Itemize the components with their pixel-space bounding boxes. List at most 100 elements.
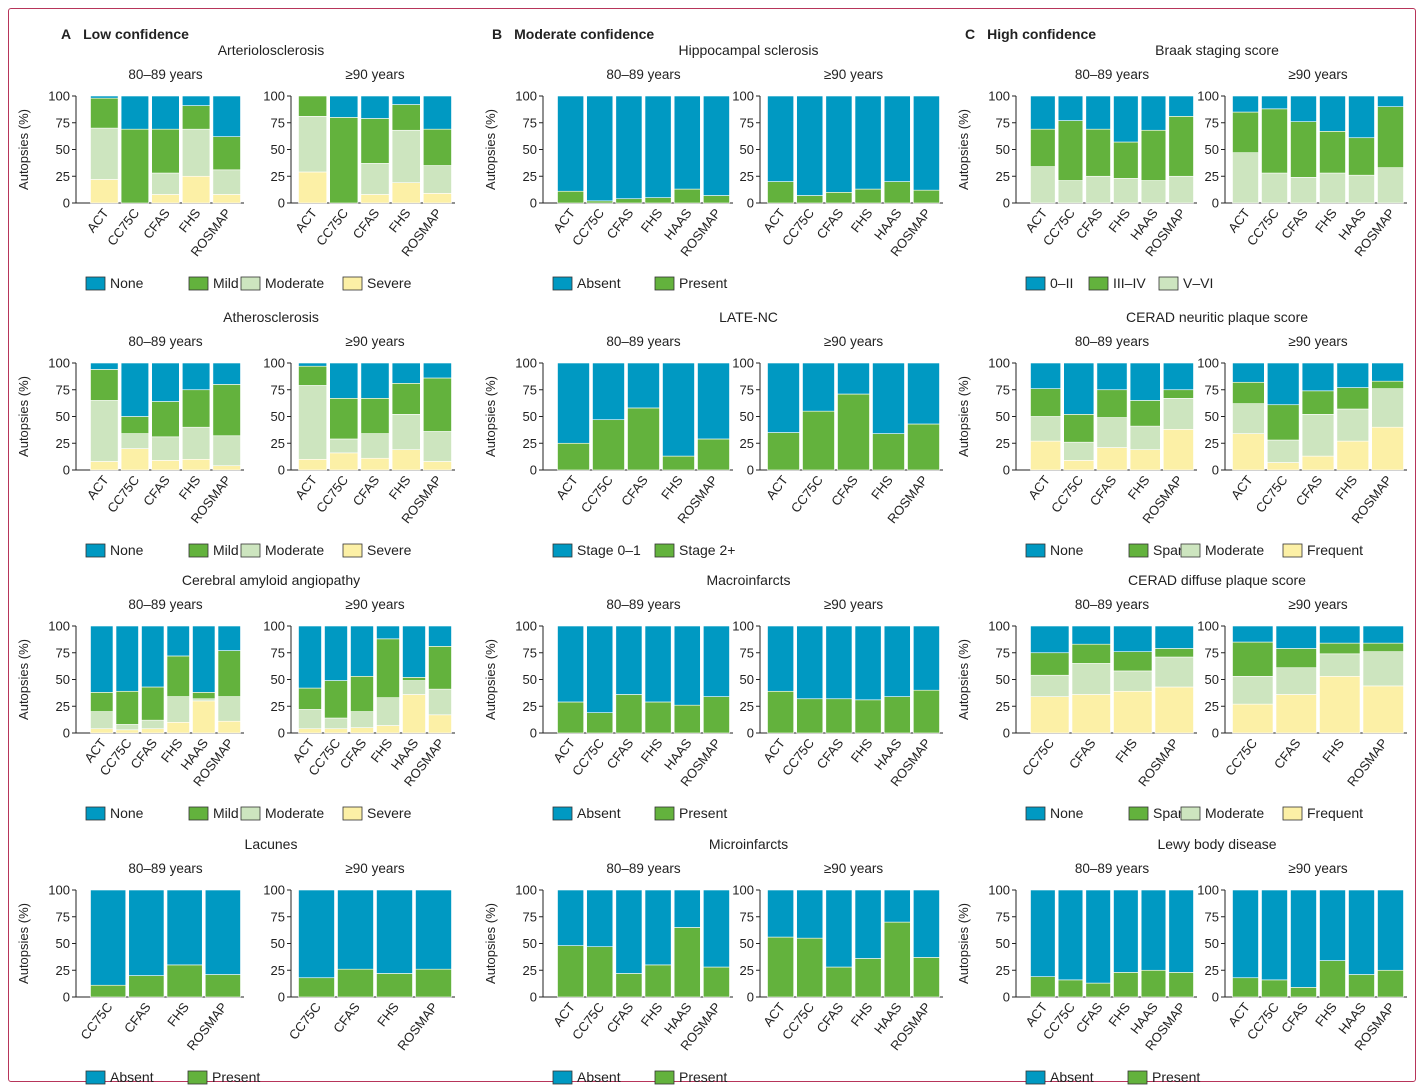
x-category-label: CC75C — [286, 1000, 324, 1043]
legend-swatch — [654, 276, 675, 291]
legend-swatch — [85, 806, 106, 821]
y-tick-label: 0 — [747, 990, 754, 1005]
legend-swatch — [1282, 806, 1303, 821]
bar-segment-fhs-frequent — [1129, 449, 1161, 471]
x-category-label: ROSMAP — [1344, 736, 1391, 790]
chart-braak-staging-score: Braak staging score Autopsies (%) 80–89 ye… — [956, 42, 1407, 291]
bar-segment-cfas-frequent — [1301, 455, 1335, 471]
bar-segment-cfas-vvi — [1085, 175, 1111, 204]
y-tick-label: 0 — [1212, 196, 1219, 211]
y-tick-label: 75 — [1205, 115, 1219, 130]
bar-segment-cfas-absent — [615, 625, 643, 695]
bar-segment-cc75c-present — [586, 200, 614, 204]
y-tick-label: 25 — [996, 436, 1010, 451]
bar-segment-fhs-present — [644, 964, 672, 998]
bar-segment-haas-moderate — [192, 698, 216, 702]
bar-segment-cfas-absent — [1085, 889, 1111, 984]
bar-segment-rosmap-stage2 — [697, 438, 730, 471]
bar-segment-haas-absent — [673, 95, 701, 190]
bar-segment-cc75c-stage01 — [802, 362, 835, 412]
legend-swatch — [1128, 543, 1149, 558]
bar-segment-cfas-stage2 — [837, 393, 870, 471]
y-tick-label: 0 — [63, 463, 70, 478]
bar-segment-act-absent — [557, 625, 584, 703]
bar-segment-cfas-moderate — [151, 436, 180, 461]
bar-segment-cfas-none — [1071, 625, 1111, 645]
y-tick-label: 0 — [747, 463, 754, 478]
chart-title: Macroinfarcts — [706, 572, 790, 588]
y-tick-label: 100 — [48, 89, 70, 104]
chart-title: Braak staging score — [1155, 42, 1279, 58]
y-tick-label: 100 — [515, 356, 537, 371]
bar-segment-cfas-0ii — [1085, 95, 1111, 130]
legend-label: Stage 0–1 — [577, 542, 641, 558]
x-category-label: ACT — [1225, 206, 1253, 236]
bar-segment-rosmap-sparse — [1163, 389, 1194, 399]
bar-segment-rosmap-moderate — [212, 435, 241, 467]
bar-segment-act-absent — [557, 95, 584, 192]
x-category-label: CC75C — [1244, 206, 1282, 249]
y-tick-label: 75 — [523, 909, 537, 924]
y-axis-label: Autopsies (%) — [16, 376, 31, 457]
bar-segment-cc75c-present — [796, 698, 824, 734]
bar-segment-fhs-sparse — [1113, 651, 1153, 672]
y-axis-label: Autopsies (%) — [483, 903, 498, 984]
bar-segment-cc75c-none — [120, 95, 149, 130]
bar-segment-cfas-severe — [350, 727, 374, 734]
bar-segment-fhs-mild — [166, 655, 190, 697]
bar-segment-fhs-severe — [376, 725, 400, 734]
legend-label: Present — [1152, 1069, 1200, 1085]
age-group-label: 80–89 years — [128, 861, 203, 876]
bar-segment-cc75c-frequent — [1030, 696, 1070, 734]
y-tick-label: 50 — [523, 672, 537, 687]
chart-title: CERAD neuritic plaque score — [1126, 309, 1308, 325]
bar-segment-cfas-iiiiv — [1085, 128, 1111, 177]
bar-segment-fhs-stage2 — [662, 455, 695, 471]
bar-segment-cfas-none — [151, 95, 180, 130]
bar-segment-rosmap-0ii — [1168, 95, 1194, 117]
legend-swatch — [188, 806, 209, 821]
bar-segment-fhs-absent — [644, 625, 672, 703]
x-category-label: CFAS — [1066, 735, 1099, 771]
age-group-label: ≥90 years — [345, 334, 404, 349]
legend-swatch — [1282, 543, 1303, 558]
bar-segment-act-moderate — [298, 385, 328, 460]
bar-segment-fhs-frequent — [1113, 690, 1153, 734]
y-tick-label: 25 — [56, 436, 70, 451]
legend-swatch — [187, 1070, 208, 1085]
x-category-label: CFAS — [140, 205, 173, 241]
bar-segment-fhs-none — [391, 362, 421, 384]
bar-segment-rosmap-sparse — [1154, 648, 1194, 658]
bar-segment-cc75c-sparse — [1030, 652, 1070, 676]
bar-segment-cfas-stage2 — [627, 407, 660, 471]
bar-segment-cfas-mild — [151, 401, 180, 438]
legend-swatch — [654, 1070, 675, 1085]
bar-segment-act-moderate — [298, 116, 328, 173]
y-tick-label: 25 — [740, 699, 754, 714]
bar-segment-act-severe — [298, 171, 328, 204]
bar-segment-cc75c-mild — [329, 398, 359, 440]
bar-segment-rosmap-present — [913, 957, 940, 998]
bar-segment-cfas-present — [825, 698, 853, 734]
y-tick-label: 75 — [56, 645, 70, 660]
y-tick-label: 75 — [740, 382, 754, 397]
bar-segment-act-sparse — [1030, 388, 1062, 417]
y-tick-label: 25 — [996, 699, 1010, 714]
bar-segment-cfas-stage01 — [627, 362, 660, 409]
bar-segment-cc75c-present — [90, 984, 127, 998]
bar-segment-act-moderate — [298, 709, 322, 730]
bar-segment-act-iiiiv — [1232, 111, 1259, 154]
age-group-label: 80–89 years — [1075, 67, 1150, 82]
bar-segment-cfas-absent — [1290, 889, 1317, 988]
panel-90-plus: ≥90 years0255075100ACTCC75CCFASFHSHAASRO… — [263, 597, 455, 789]
y-tick-label: 50 — [1205, 409, 1219, 424]
bar-segment-cc75c-sparse — [1232, 641, 1274, 677]
y-tick-label: 100 — [732, 356, 754, 371]
bar-segment-act-severe — [90, 461, 119, 471]
bar-segment-rosmap-absent — [703, 889, 730, 968]
bar-segment-fhs-present — [1113, 972, 1139, 998]
bar-segment-rosmap-absent — [415, 889, 452, 970]
age-group-label: 80–89 years — [1075, 334, 1150, 349]
